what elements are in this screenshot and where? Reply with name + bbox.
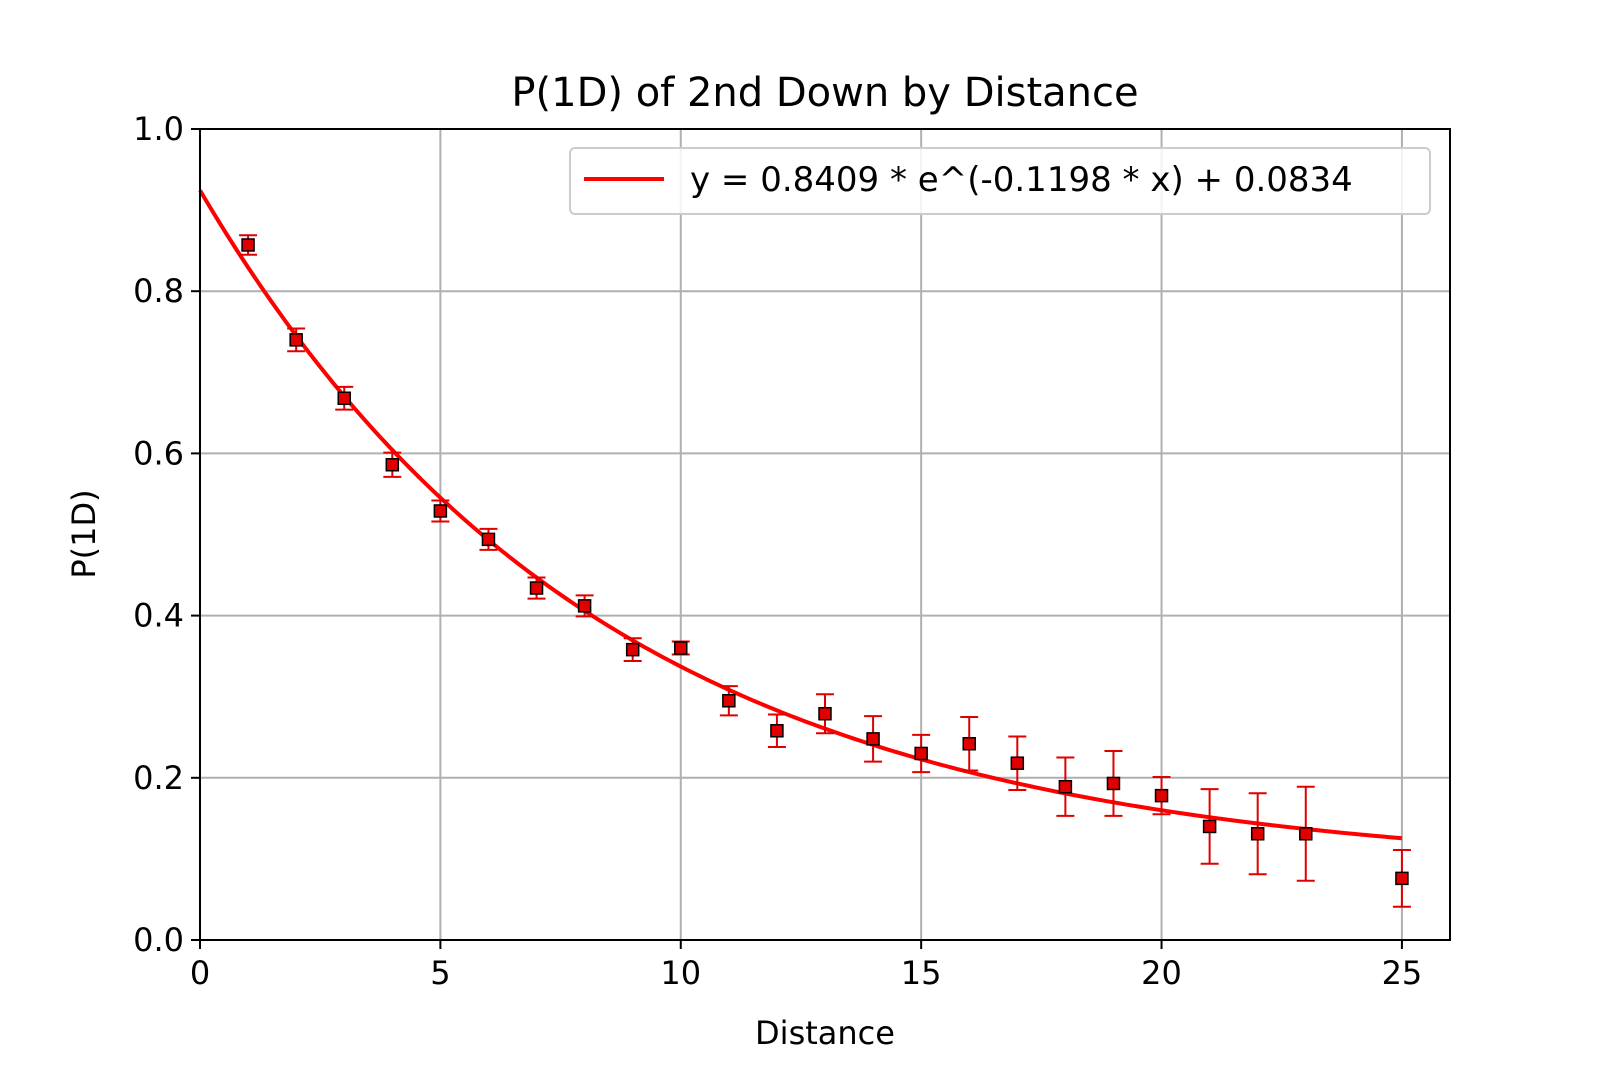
- data-point: [960, 715, 979, 772]
- data-point: [383, 451, 402, 478]
- point-marker: [385, 458, 400, 472]
- point-marker: [1299, 827, 1313, 841]
- points-layer: [239, 234, 1411, 908]
- ticks: 0 5 10 15 20 25 0.0 0.2 0.4 0.6 0.8 1.0: [133, 110, 1422, 992]
- point-marker: [577, 599, 592, 613]
- x-tick-label: 0: [190, 954, 210, 992]
- point-marker: [1154, 788, 1169, 803]
- data-point: [527, 576, 546, 600]
- plot-frame: [199, 128, 1451, 941]
- point-marker: [818, 706, 832, 721]
- chart-title: P(1D) of 2nd Down by Distance: [511, 70, 1138, 116]
- data-point: [864, 715, 883, 763]
- fit-layer: [198, 189, 1403, 841]
- data-point: [239, 234, 258, 256]
- point-marker: [1395, 871, 1409, 886]
- point-marker: [1106, 776, 1121, 791]
- data-point: [575, 594, 594, 618]
- data-point: [1056, 756, 1075, 817]
- data-point: [671, 640, 690, 656]
- data-point: [1296, 785, 1315, 882]
- point-marker: [481, 532, 496, 547]
- data-point: [1248, 792, 1267, 876]
- point-marker: [529, 581, 544, 595]
- data-point: [431, 499, 450, 523]
- y-tick-label: 0.0: [133, 921, 184, 959]
- legend-label-fit: y = 0.8409 * e^(-0.1198 * x) + 0.0834: [690, 160, 1353, 200]
- data-point: [1152, 775, 1171, 816]
- y-tick-label: 0.2: [133, 759, 184, 797]
- x-axis-label: Distance: [755, 1014, 895, 1052]
- data-point: [623, 637, 642, 663]
- point-marker: [1202, 819, 1217, 834]
- point-marker: [289, 333, 303, 347]
- point-marker: [241, 238, 255, 252]
- point-marker: [1058, 779, 1073, 794]
- point-marker: [1010, 756, 1025, 770]
- y-tick-label: 0.6: [133, 434, 184, 472]
- plot-area-background: [200, 129, 1450, 940]
- data-point: [479, 527, 498, 551]
- data-point: [1104, 750, 1123, 817]
- x-tick-label: 20: [1141, 954, 1182, 992]
- grid: [199, 128, 1450, 941]
- x-tick-label: 5: [430, 954, 450, 992]
- data-point: [767, 713, 786, 748]
- data-point: [287, 327, 306, 353]
- data-point: [1200, 788, 1219, 865]
- data-point: [1008, 735, 1027, 791]
- x-tick-label: 25: [1382, 954, 1423, 992]
- point-marker: [722, 694, 736, 708]
- data-point: [1392, 848, 1411, 908]
- data-point: [335, 385, 354, 411]
- point-marker: [625, 642, 640, 657]
- x-tick-label: 15: [901, 954, 942, 992]
- data-point: [719, 685, 738, 717]
- legend-box: [569, 147, 1431, 215]
- y-axis-label: P(1D): [65, 489, 103, 578]
- legend: y = 0.8409 * e^(-0.1198 * x) + 0.0834: [569, 147, 1431, 215]
- point-marker: [433, 504, 448, 518]
- fit-line: [198, 189, 1403, 841]
- point-marker: [962, 736, 976, 751]
- point-marker: [674, 641, 688, 655]
- point-marker: [1250, 827, 1265, 841]
- x-tick-label: 10: [660, 954, 701, 992]
- point-marker: [337, 391, 351, 406]
- data-point: [912, 733, 931, 774]
- point-marker: [914, 746, 928, 761]
- y-tick-label: 0.8: [133, 272, 184, 310]
- y-tick-label: 1.0: [133, 110, 184, 148]
- point-marker: [866, 732, 880, 746]
- data-point: [816, 693, 834, 735]
- point-marker: [770, 724, 784, 738]
- y-tick-label: 0.4: [133, 597, 184, 635]
